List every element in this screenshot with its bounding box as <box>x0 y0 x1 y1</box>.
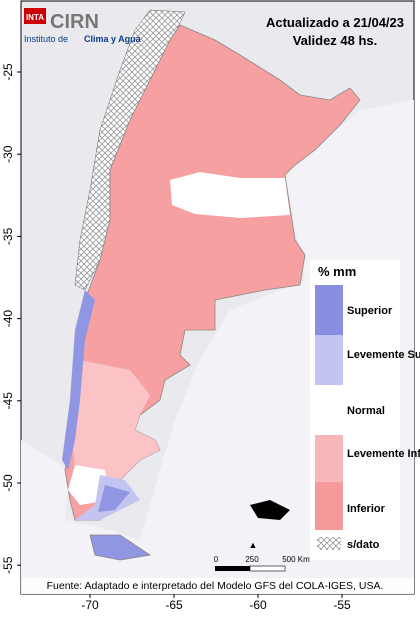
lat-axis: -25 -30 -35 -40 -45 -50 -55 <box>1 63 21 574</box>
legend-item: Levemente Inferior <box>347 448 420 460</box>
slightly-below-area <box>70 360 160 480</box>
malvinas <box>250 500 290 520</box>
lat-label: -25 <box>1 63 15 81</box>
north-arrow: ▲ <box>249 540 258 550</box>
legend-item: Superior <box>347 305 393 317</box>
legend-item: Inferior <box>347 503 386 515</box>
tierra-del-fuego <box>89 534 152 561</box>
legend-swatch <box>317 537 341 550</box>
lon-axis: -70 -65 -60 -55 <box>81 594 351 612</box>
lon-label: -65 <box>165 598 183 612</box>
legend-swatch <box>315 335 343 385</box>
updated: Actualizado a 21/04/23 <box>266 15 404 30</box>
logo-box <box>24 8 46 24</box>
legend-swatch <box>315 482 343 530</box>
lat-label: -45 <box>1 392 15 410</box>
legend-swatch <box>315 385 343 435</box>
lat-label: -50 <box>1 474 15 492</box>
legend-swatch <box>315 435 343 482</box>
source-box <box>22 578 414 593</box>
lat-label: -40 <box>1 310 15 328</box>
scale-bar <box>215 566 250 571</box>
scale-label: 250 <box>245 555 259 564</box>
normal-area <box>170 172 290 218</box>
scale-bar <box>249 565 286 572</box>
org-sub: Instituto de <box>24 34 68 44</box>
legend-swatch <box>315 285 343 335</box>
legend-item: s/dato <box>347 539 380 551</box>
lat-label: -55 <box>1 556 15 574</box>
lon-label: -70 <box>81 598 99 612</box>
logo: INTA <box>26 13 44 22</box>
above-area <box>98 485 130 512</box>
validity: Validez 48 hs. <box>293 33 378 48</box>
lat-label: -35 <box>1 227 15 245</box>
org: CIRN <box>50 11 99 33</box>
above-area <box>62 290 95 470</box>
legend-item: Levemente Superior <box>347 349 420 361</box>
lat-label: -30 <box>1 145 15 163</box>
source: Fuente: Adaptado e interpretado del Mode… <box>47 580 384 592</box>
lon-label: -55 <box>333 598 351 612</box>
legend-item: Normal <box>347 405 385 417</box>
lon-label: -60 <box>249 598 267 612</box>
scale-label: 0 <box>214 555 219 564</box>
legend-title: % mm <box>318 264 356 279</box>
scale-label: 500 Km <box>282 555 310 564</box>
org-sub: Clima y Agua <box>84 34 142 44</box>
